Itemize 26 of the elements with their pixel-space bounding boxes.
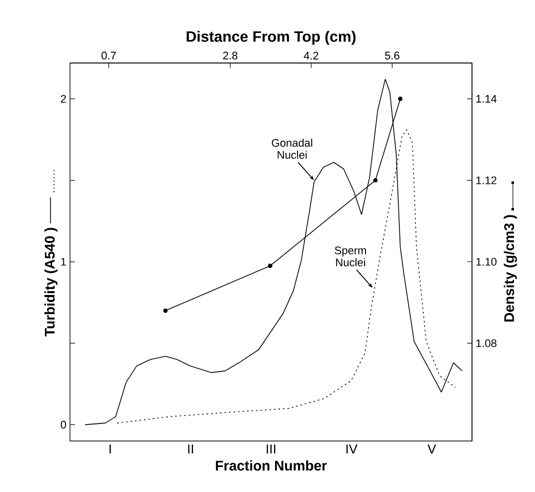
- x-tick-label: 0.7: [102, 52, 116, 60]
- annotation: Gonadal Nuclei: [272, 138, 312, 159]
- y-axis-title: Turbidity (A540 ): [44, 228, 58, 336]
- text: II: [188, 444, 194, 454]
- x-tick-label: 4.2: [304, 52, 318, 60]
- y2-tick-label: 1.14: [476, 95, 497, 103]
- point: [373, 178, 378, 182]
- x-axis-title: Fraction Number: [216, 460, 327, 471]
- y-tick-label: 0: [60, 420, 66, 429]
- text: I: [110, 444, 111, 454]
- y-tick-label: 2: [60, 95, 66, 103]
- annotation: Sperm Nuclei: [334, 246, 366, 266]
- point: [398, 96, 402, 102]
- y-tick-label: 1: [61, 258, 66, 266]
- y2-tick-label: 1.10: [476, 258, 496, 266]
- text: V: [428, 444, 436, 454]
- x2-axis-title: Distance From Top (cm): [186, 30, 356, 45]
- y2-axis-title: Density (g/cm3 ): [504, 215, 517, 322]
- point: [268, 264, 272, 268]
- y2-tick-label: 1.12: [476, 176, 496, 184]
- point: [163, 308, 168, 313]
- x-tick-label: 5.6: [384, 52, 400, 60]
- y2-tick-label: 1.08: [476, 339, 496, 348]
- text: IV: [346, 444, 358, 454]
- text: III: [266, 444, 276, 454]
- x-tick-label: 2.8: [223, 52, 238, 60]
